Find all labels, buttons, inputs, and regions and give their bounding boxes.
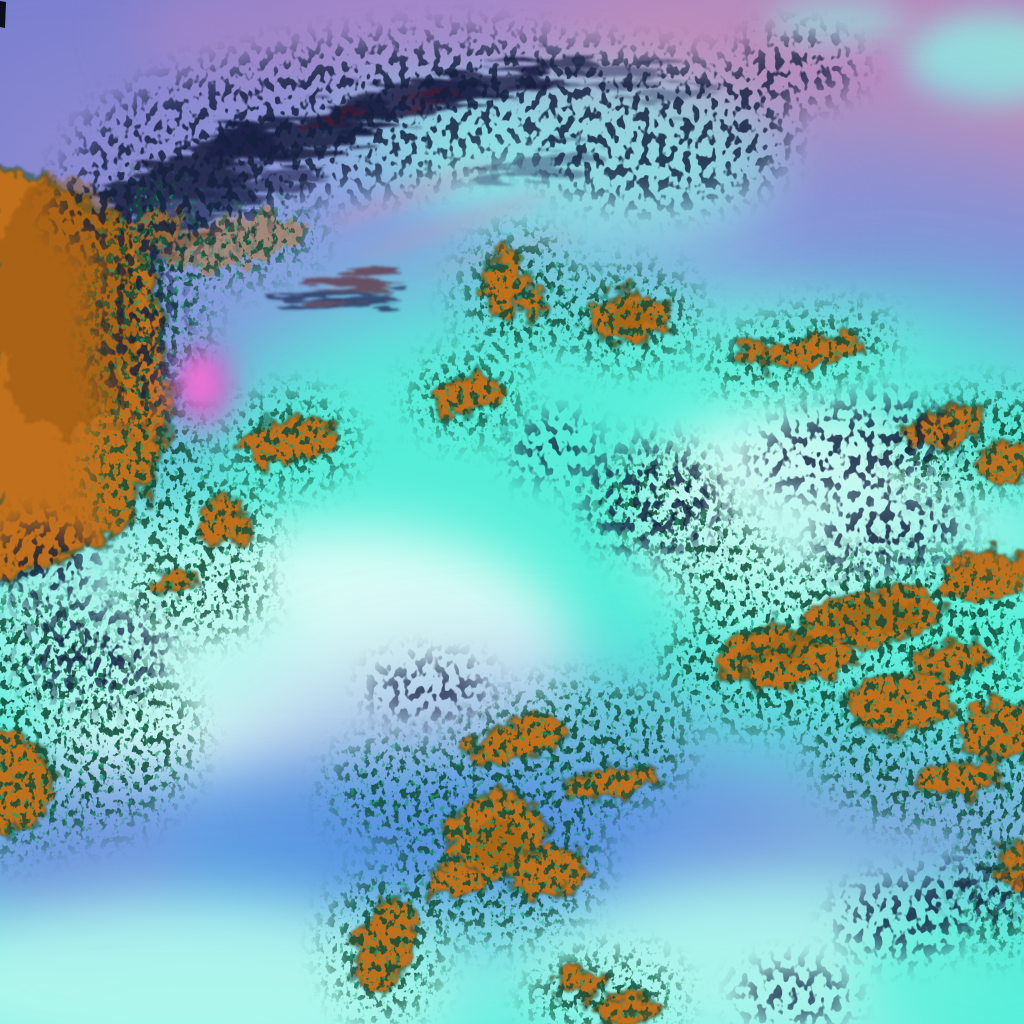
corner-ink-mark: [0, 1, 6, 28]
magenta-patch: [173, 345, 233, 429]
magenta-core: [184, 360, 216, 404]
